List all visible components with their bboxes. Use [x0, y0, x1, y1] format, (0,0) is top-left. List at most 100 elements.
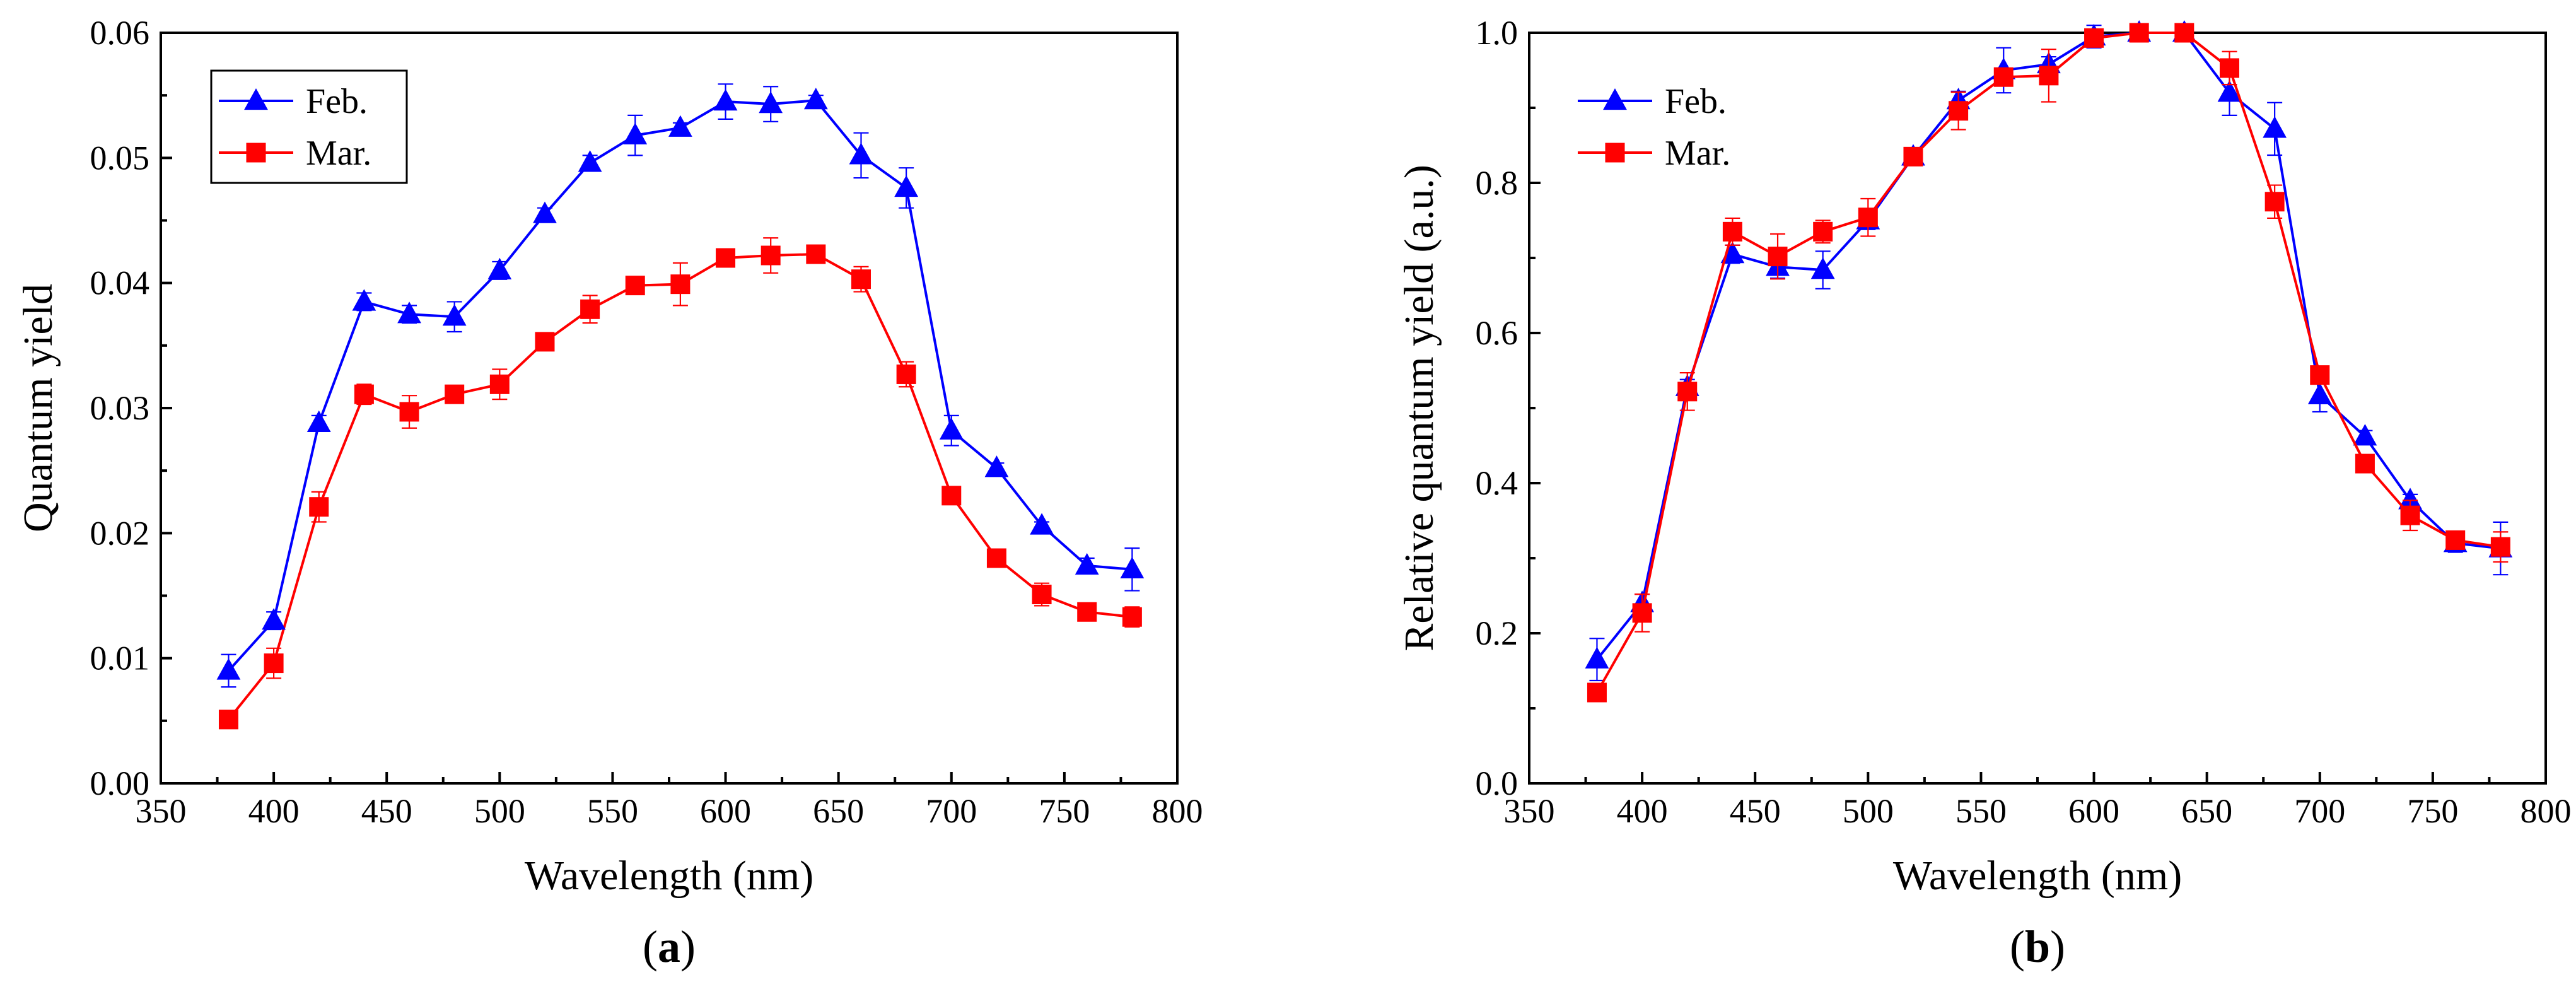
data-point	[670, 274, 691, 295]
legend-marker	[1605, 143, 1625, 163]
data-point	[2400, 505, 2420, 525]
legend-items-a: Feb. Mar.	[219, 82, 371, 173]
legend-item-mar: Mar.	[219, 134, 371, 173]
x-tick-label: 650	[2181, 792, 2232, 830]
caption-letter-a: a	[658, 921, 680, 972]
data-point	[445, 384, 465, 404]
data-point	[399, 402, 419, 422]
data-point	[216, 658, 241, 680]
caption-open-a: (	[643, 921, 658, 972]
x-tick-label: 600	[2068, 792, 2119, 830]
data-point	[1077, 602, 1097, 622]
data-point	[1768, 247, 1788, 267]
data-point	[2264, 192, 2285, 212]
data-point	[578, 150, 602, 172]
data-point	[2353, 424, 2377, 446]
y-tick-label: 0.04	[90, 264, 150, 302]
x-tick-label: 750	[1039, 792, 1090, 830]
x-tick-label: 500	[474, 792, 525, 830]
x-tick-label: 550	[1955, 792, 2007, 830]
series-mar	[218, 237, 1142, 730]
x-tick-label: 350	[136, 792, 187, 830]
data-point	[1813, 221, 1833, 242]
data-point	[2039, 66, 2059, 86]
legend-item-feb: Feb.	[1578, 82, 1727, 121]
caption-b: (b)	[2010, 921, 2065, 972]
y-tick-label: 0.8	[1476, 164, 1518, 202]
y-tick-label: 0.05	[90, 139, 150, 177]
legend-label: Mar.	[1665, 134, 1730, 173]
data-marks-a	[216, 83, 1145, 730]
data-point	[1032, 585, 1052, 605]
y-tick-label: 0.00	[90, 764, 150, 802]
data-point	[262, 608, 286, 630]
data-point	[489, 374, 510, 394]
x-tick-label: 450	[1730, 792, 1781, 830]
y-axis-title-b: Relative quantum yield (a.u.)	[1396, 165, 1442, 652]
x-tick-label: 400	[1617, 792, 1668, 830]
x-tick-label: 550	[587, 792, 638, 830]
data-point	[1030, 513, 1054, 535]
chart-panel-a: 350 400 450 500 550 600 650 700 750 800 0.00 0.01 0.…	[15, 14, 1203, 972]
legend-item-mar: Mar.	[1578, 134, 1730, 173]
x-tick-label: 800	[2521, 792, 2572, 830]
data-point	[625, 276, 645, 296]
data-point	[806, 244, 826, 264]
data-point	[896, 364, 916, 384]
x-tick-label: 450	[361, 792, 412, 830]
data-point	[2084, 28, 2104, 48]
data-point	[1122, 607, 1142, 627]
y-tick-label: 0.02	[90, 514, 150, 552]
data-point	[354, 384, 374, 404]
caption-close-a: )	[680, 921, 696, 972]
data-point	[1120, 556, 1145, 579]
data-point	[716, 248, 736, 268]
caption-a: (a)	[643, 921, 696, 972]
y-axis-title-a: Quantum yield	[15, 284, 61, 532]
data-point	[535, 332, 555, 352]
data-point	[2219, 58, 2239, 78]
y-tick-label: 0.01	[90, 640, 150, 677]
data-point	[397, 301, 421, 324]
caption-letter-b: b	[2025, 921, 2050, 972]
data-point	[2490, 537, 2510, 557]
data-point	[939, 418, 964, 440]
x-axis-title-b: Wavelength (nm)	[1893, 853, 2182, 899]
x-tick-label: 700	[926, 792, 977, 830]
data-point	[623, 122, 648, 144]
data-point	[668, 115, 692, 137]
data-point	[1993, 67, 2014, 87]
legend-label: Mar.	[306, 134, 371, 173]
data-point	[487, 257, 512, 280]
x-tick-label: 500	[1843, 792, 1894, 830]
legend-b: Feb. Mar.	[1570, 71, 1778, 183]
data-point	[218, 710, 238, 730]
y-tick-label: 0.0	[1476, 764, 1518, 802]
legend-label: Feb.	[1665, 82, 1727, 121]
data-point	[2217, 80, 2242, 102]
data-point	[2174, 23, 2194, 43]
legend-item-feb: Feb.	[219, 82, 368, 121]
legend-items-b: Feb. Mar.	[1578, 82, 1730, 173]
data-point	[1587, 682, 1607, 703]
series-mar	[1587, 23, 2510, 703]
legend-box-b	[1570, 71, 1778, 183]
x-tick-label: 350	[1504, 792, 1555, 830]
legend-marker	[1603, 88, 1627, 110]
legend-marker	[244, 88, 268, 110]
data-point	[1858, 208, 1878, 228]
caption-close-b: )	[2050, 921, 2065, 972]
x-tick-label: 600	[700, 792, 751, 830]
data-point	[2307, 382, 2332, 404]
data-point	[761, 245, 781, 266]
chart-panel-b: 350 400 450 500 550 600 650 700 750 800 0.0 0.2 0.4 0…	[1396, 14, 2572, 972]
legend-a: Feb. Mar.	[210, 69, 408, 184]
x-tick-label: 750	[2407, 792, 2458, 830]
x-tick-label: 800	[1152, 792, 1203, 830]
data-point	[2355, 453, 2375, 474]
axis-ticks-a: 350 400 450 500 550 600 650 700 750 800 0.00 0.01 0.…	[90, 14, 1203, 830]
data-point	[1677, 382, 1698, 402]
data-point	[1949, 101, 1969, 121]
legend-marker	[246, 143, 266, 163]
data-point	[986, 548, 1006, 568]
